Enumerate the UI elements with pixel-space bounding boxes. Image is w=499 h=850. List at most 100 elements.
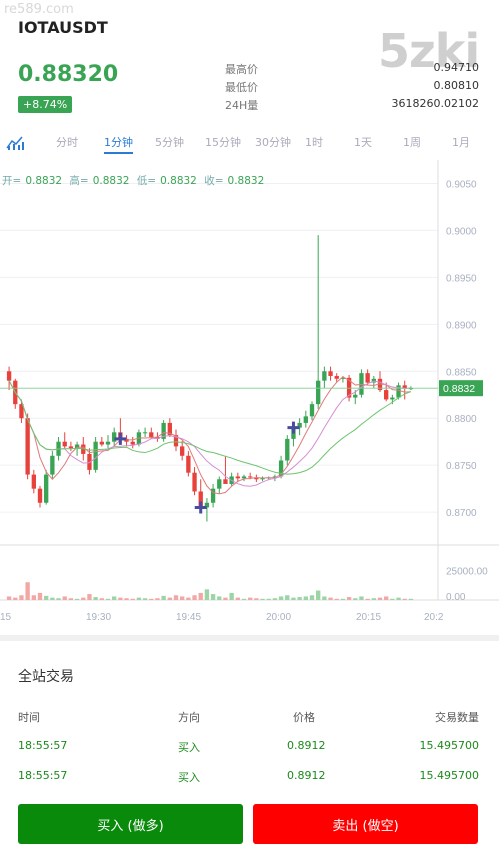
candle-body — [377, 378, 383, 391]
volume-tick-label: 25000.00 — [446, 566, 488, 577]
candle-body — [303, 416, 308, 423]
x-tick-label: 19:30 — [86, 612, 111, 623]
volume-bar — [87, 594, 92, 600]
volume-bar — [192, 595, 197, 600]
volume-bar — [254, 598, 259, 600]
low-label: 最低价 — [225, 81, 258, 94]
tab-5min[interactable]: 5分钟 — [155, 136, 184, 149]
volume-bar — [31, 595, 36, 600]
volume-bar — [136, 597, 142, 600]
candle-body — [62, 441, 67, 447]
tab-1month[interactable]: 1月 — [452, 136, 470, 149]
volume-bar — [408, 598, 414, 600]
buy-long-button[interactable]: 买入 (做多) — [18, 804, 243, 844]
volume-bar — [130, 598, 135, 600]
volume-bar — [248, 597, 253, 600]
volume-tick-label: 0.00 — [446, 592, 466, 603]
volume-bar — [346, 597, 352, 600]
volume-bar — [390, 598, 395, 600]
candle-body — [384, 390, 389, 400]
volume-bar — [365, 598, 370, 600]
tab-1week[interactable]: 1周 — [403, 136, 421, 149]
candle-body — [248, 476, 253, 478]
tab-timeline[interactable]: 分时 — [56, 136, 78, 149]
y-tick-label: 0.8750 — [446, 461, 477, 472]
candle-body — [235, 476, 240, 479]
y-tick-label: 0.9000 — [446, 226, 477, 237]
moving-average-line — [8, 380, 411, 487]
tab-1hour[interactable]: 1时 — [305, 136, 323, 149]
close-value-ohlc: 0.8832 — [227, 175, 265, 187]
volume-bar — [272, 598, 278, 600]
candle-body — [130, 441, 135, 445]
tab-30min[interactable]: 30分钟 — [255, 136, 291, 149]
moving-average-line — [8, 380, 412, 475]
high-label: 最高价 — [225, 63, 258, 76]
chart-type-icon[interactable] — [6, 135, 26, 151]
volume-bar — [93, 597, 98, 600]
header-price: 价格 — [293, 711, 315, 724]
candle-body — [210, 488, 216, 503]
volume-bar — [13, 597, 18, 600]
low-label-ohlc: 低= — [136, 175, 157, 187]
volume-bar — [316, 590, 321, 600]
y-tick-label: 0.8950 — [446, 273, 477, 284]
candle-body — [217, 479, 222, 489]
high-value-ohlc: 0.8832 — [92, 175, 130, 187]
volume-bar — [180, 596, 185, 600]
volume-bar — [204, 589, 210, 600]
low-value: 0.80810 — [433, 79, 480, 92]
trade-direction: 买入 — [178, 771, 200, 784]
candle-body — [204, 502, 210, 508]
volume-bar — [99, 598, 104, 600]
volume-bar — [161, 595, 166, 600]
high-value: 0.94710 — [433, 61, 480, 74]
x-tick-label: 20:00 — [266, 612, 291, 623]
candle-body — [186, 455, 191, 473]
tab-1min[interactable]: 1分钟 — [104, 134, 133, 154]
candle-body — [316, 380, 321, 405]
volume-bar — [266, 598, 271, 600]
volume-bar — [278, 596, 284, 600]
volume-bar — [173, 595, 179, 600]
candle-body — [334, 375, 339, 379]
volume-bar — [167, 597, 172, 600]
candle-body — [278, 460, 284, 477]
close-label-ohlc: 收= — [204, 175, 224, 187]
price-chart[interactable]: 0.9050 0.9000 0.8950 0.8900 0.8850 0.8800 0.87… — [0, 160, 499, 630]
candle-body — [254, 477, 259, 480]
sell-short-button[interactable]: 卖出 (做空) — [253, 804, 478, 844]
change-badge: +8.74% — [18, 96, 73, 113]
volume-bar — [142, 598, 148, 600]
candle-body — [365, 373, 370, 383]
volume-bar — [371, 598, 376, 600]
volume-bar — [149, 598, 154, 600]
candle-body — [396, 385, 401, 398]
candle-body — [87, 453, 92, 470]
candle-body — [173, 435, 179, 447]
candle-body — [260, 478, 265, 480]
volume-bar — [322, 596, 327, 600]
candle-body — [297, 422, 302, 428]
candle-body — [408, 388, 414, 390]
candle-body — [93, 441, 98, 470]
volume-bar — [56, 598, 61, 600]
open-value: 0.8832 — [25, 175, 63, 187]
volume-bar — [303, 596, 308, 600]
candle-body — [68, 446, 74, 449]
volume-bar — [198, 592, 203, 600]
candle-body — [25, 418, 30, 475]
volume-bar — [118, 597, 123, 600]
candle-body — [149, 432, 154, 438]
volume-bar — [105, 598, 111, 600]
candle-body — [99, 441, 104, 445]
volume-bar — [81, 597, 86, 600]
section-divider — [0, 635, 499, 641]
volume-bar — [25, 582, 30, 600]
ticker-symbol: IOTAUSDT — [18, 18, 108, 37]
candle-body — [105, 441, 111, 445]
candle-body — [192, 472, 197, 492]
tab-15min[interactable]: 15分钟 — [205, 136, 241, 149]
tab-1day[interactable]: 1天 — [354, 136, 372, 149]
volume-bar — [74, 598, 80, 600]
